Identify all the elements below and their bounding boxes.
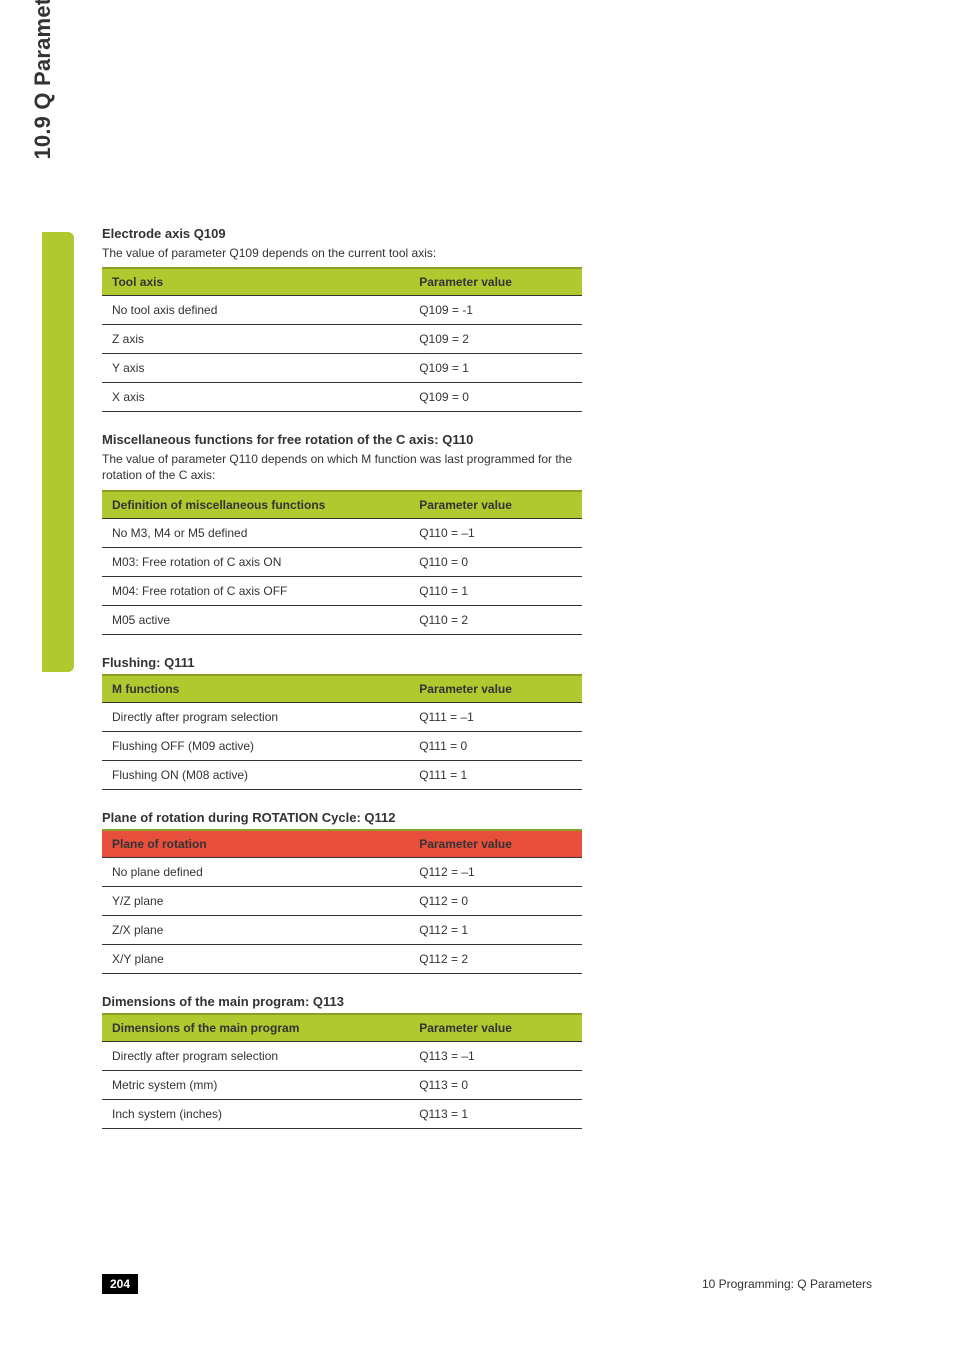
section-title-q110: Miscellaneous functions for free rotatio… bbox=[102, 432, 582, 447]
section-title-q112: Plane of rotation during ROTATION Cycle:… bbox=[102, 810, 582, 825]
cell: Directly after program selection bbox=[102, 702, 409, 731]
table-row: Inch system (inches)Q113 = 1 bbox=[102, 1099, 582, 1128]
content-area: Electrode axis Q109 The value of paramet… bbox=[102, 226, 582, 1149]
cell: Z/X plane bbox=[102, 915, 409, 944]
table-row: Metric system (mm)Q113 = 0 bbox=[102, 1070, 582, 1099]
table-q113: Dimensions of the main program Parameter… bbox=[102, 1013, 582, 1129]
table-row: No M3, M4 or M5 definedQ110 = –1 bbox=[102, 518, 582, 547]
cell: Directly after program selection bbox=[102, 1041, 409, 1070]
table-row: Z axisQ109 = 2 bbox=[102, 325, 582, 354]
table-header: Plane of rotation bbox=[102, 830, 409, 858]
table-row: Flushing ON (M08 active)Q111 = 1 bbox=[102, 760, 582, 789]
cell: M04: Free rotation of C axis OFF bbox=[102, 576, 409, 605]
cell: Q112 = –1 bbox=[409, 857, 582, 886]
footer-right-text: 10 Programming: Q Parameters bbox=[702, 1277, 872, 1291]
table-row: No tool axis definedQ109 = -1 bbox=[102, 296, 582, 325]
cell: Q112 = 2 bbox=[409, 944, 582, 973]
cell: Flushing ON (M08 active) bbox=[102, 760, 409, 789]
cell: Flushing OFF (M09 active) bbox=[102, 731, 409, 760]
section-title-q113: Dimensions of the main program: Q113 bbox=[102, 994, 582, 1009]
cell: Z axis bbox=[102, 325, 409, 354]
table-row: No plane definedQ112 = –1 bbox=[102, 857, 582, 886]
cell: Q110 = 1 bbox=[409, 576, 582, 605]
table-row: Flushing OFF (M09 active)Q111 = 0 bbox=[102, 731, 582, 760]
cell: M05 active bbox=[102, 605, 409, 634]
cell: Inch system (inches) bbox=[102, 1099, 409, 1128]
page: 10.9 Q Parameters with Special Functions… bbox=[0, 0, 954, 1348]
cell: M03: Free rotation of C axis ON bbox=[102, 547, 409, 576]
table-q110: Definition of miscellaneous functions Pa… bbox=[102, 490, 582, 635]
table-row: M05 activeQ110 = 2 bbox=[102, 605, 582, 634]
section-title-q109: Electrode axis Q109 bbox=[102, 226, 582, 241]
table-row: Directly after program selectionQ111 = –… bbox=[102, 702, 582, 731]
cell: Q112 = 1 bbox=[409, 915, 582, 944]
cell: Y/Z plane bbox=[102, 886, 409, 915]
cell: Q109 = 0 bbox=[409, 383, 582, 412]
cell: No plane defined bbox=[102, 857, 409, 886]
side-label: 10.9 Q Parameters with Special Functions bbox=[30, 0, 56, 215]
cell: Y axis bbox=[102, 354, 409, 383]
cell: No M3, M4 or M5 defined bbox=[102, 518, 409, 547]
cell: X/Y plane bbox=[102, 944, 409, 973]
table-header: Parameter value bbox=[409, 830, 582, 858]
table-row: Y/Z planeQ112 = 0 bbox=[102, 886, 582, 915]
table-header: Parameter value bbox=[409, 491, 582, 519]
side-tab bbox=[42, 232, 74, 672]
cell: Q113 = 1 bbox=[409, 1099, 582, 1128]
cell: Q113 = –1 bbox=[409, 1041, 582, 1070]
table-header: Parameter value bbox=[409, 675, 582, 703]
table-row: M04: Free rotation of C axis OFFQ110 = 1 bbox=[102, 576, 582, 605]
cell: Q113 = 0 bbox=[409, 1070, 582, 1099]
cell: Q109 = 2 bbox=[409, 325, 582, 354]
table-header: M functions bbox=[102, 675, 409, 703]
cell: Q111 = –1 bbox=[409, 702, 582, 731]
table-row: M03: Free rotation of C axis ONQ110 = 0 bbox=[102, 547, 582, 576]
cell: Q112 = 0 bbox=[409, 886, 582, 915]
cell: Q110 = 0 bbox=[409, 547, 582, 576]
table-header: Parameter value bbox=[409, 268, 582, 296]
table-q109: Tool axis Parameter value No tool axis d… bbox=[102, 267, 582, 412]
cell: Q110 = –1 bbox=[409, 518, 582, 547]
table-q112: Plane of rotation Parameter value No pla… bbox=[102, 829, 582, 974]
section-desc-q109: The value of parameter Q109 depends on t… bbox=[102, 245, 582, 261]
table-row: Directly after program selectionQ113 = –… bbox=[102, 1041, 582, 1070]
footer: 204 10 Programming: Q Parameters bbox=[102, 1274, 872, 1294]
table-row: X/Y planeQ112 = 2 bbox=[102, 944, 582, 973]
table-header: Definition of miscellaneous functions bbox=[102, 491, 409, 519]
cell: No tool axis defined bbox=[102, 296, 409, 325]
section-title-q111: Flushing: Q111 bbox=[102, 655, 582, 670]
table-row: Y axisQ109 = 1 bbox=[102, 354, 582, 383]
page-number: 204 bbox=[102, 1274, 138, 1294]
section-desc-q110: The value of parameter Q110 depends on w… bbox=[102, 451, 582, 483]
cell: X axis bbox=[102, 383, 409, 412]
cell: Q109 = -1 bbox=[409, 296, 582, 325]
table-header: Parameter value bbox=[409, 1014, 582, 1042]
cell: Q109 = 1 bbox=[409, 354, 582, 383]
table-header: Dimensions of the main program bbox=[102, 1014, 409, 1042]
table-row: X axisQ109 = 0 bbox=[102, 383, 582, 412]
cell: Q110 = 2 bbox=[409, 605, 582, 634]
cell: Q111 = 1 bbox=[409, 760, 582, 789]
table-header: Tool axis bbox=[102, 268, 409, 296]
cell: Q111 = 0 bbox=[409, 731, 582, 760]
cell: Metric system (mm) bbox=[102, 1070, 409, 1099]
table-row: Z/X planeQ112 = 1 bbox=[102, 915, 582, 944]
table-q111: M functions Parameter value Directly aft… bbox=[102, 674, 582, 790]
